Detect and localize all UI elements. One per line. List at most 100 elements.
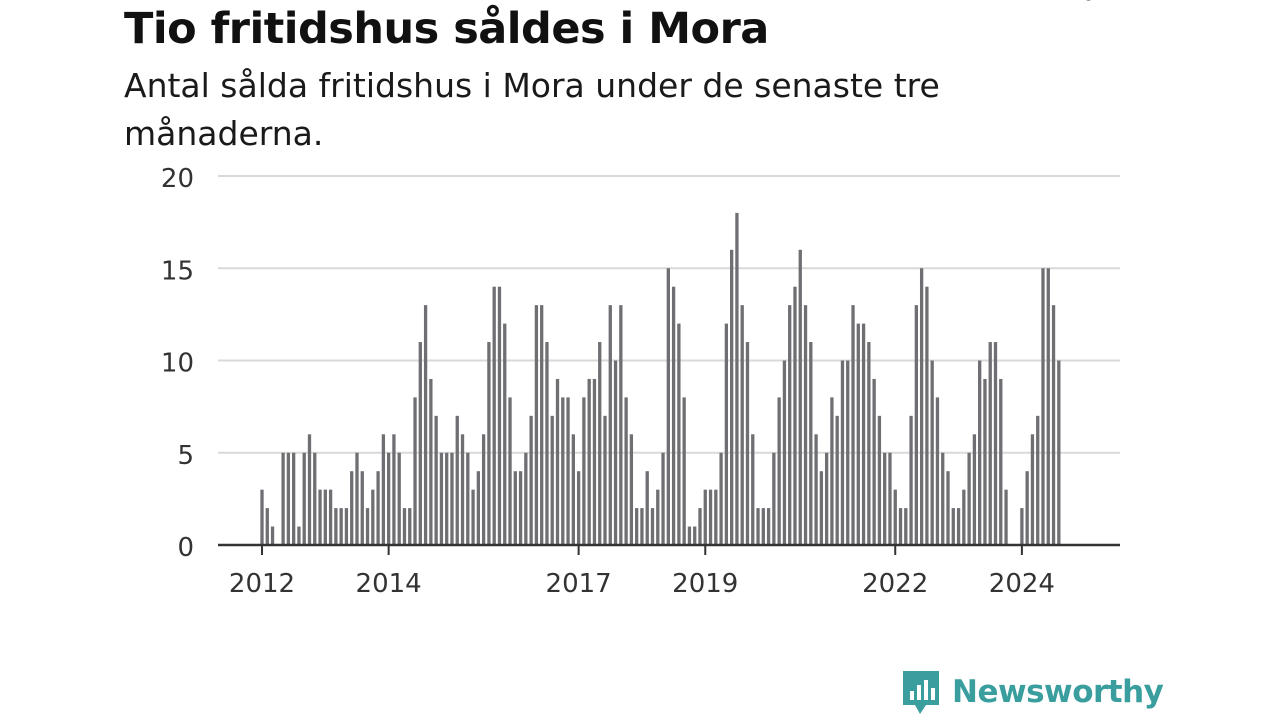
bar xyxy=(635,508,639,545)
bar xyxy=(993,342,998,545)
bar xyxy=(1004,489,1008,545)
bar xyxy=(439,452,444,545)
bar xyxy=(534,305,539,545)
bar xyxy=(925,286,929,545)
x-tick-label: 2019 xyxy=(672,569,738,599)
bar xyxy=(935,397,940,545)
bar xyxy=(307,434,312,545)
bar xyxy=(1051,305,1056,545)
bar xyxy=(313,452,317,545)
bar xyxy=(529,415,533,545)
bar xyxy=(471,489,475,545)
bar xyxy=(497,286,502,545)
newsworthy-logo[interactable]: Newsworthy xyxy=(900,668,1164,716)
bar xyxy=(613,360,618,545)
x-tick-label: 2012 xyxy=(229,569,295,599)
bar xyxy=(260,489,264,545)
bar xyxy=(698,508,702,545)
bar xyxy=(904,508,908,545)
bar xyxy=(339,508,343,545)
bar xyxy=(328,489,333,545)
bar xyxy=(893,489,897,545)
bar xyxy=(788,305,792,545)
bar xyxy=(270,526,275,545)
bar xyxy=(861,323,866,545)
bar xyxy=(772,452,776,545)
bar xyxy=(941,452,945,545)
bar xyxy=(434,415,438,545)
bar xyxy=(714,489,718,545)
bar xyxy=(608,305,612,545)
chart-speech-bubble-icon xyxy=(903,671,939,714)
y-tick-label: 10 xyxy=(161,349,194,379)
y-tick-label: 20 xyxy=(161,164,194,194)
bar xyxy=(555,378,560,545)
bar xyxy=(988,342,992,545)
bar xyxy=(1030,434,1035,545)
bar xyxy=(423,305,428,545)
bar xyxy=(745,342,750,545)
bar xyxy=(962,489,966,545)
bar xyxy=(846,360,850,545)
bar xyxy=(682,397,686,545)
bar xyxy=(798,249,802,546)
bar xyxy=(297,526,301,545)
bar xyxy=(888,452,892,545)
bar xyxy=(740,305,744,545)
bar xyxy=(334,508,338,545)
bar xyxy=(571,434,575,545)
bar xyxy=(281,452,285,545)
bar xyxy=(381,434,386,545)
bar xyxy=(540,305,544,545)
bar xyxy=(603,415,607,545)
bar xyxy=(693,526,697,545)
bar xyxy=(476,471,481,545)
y-tick-label: 15 xyxy=(161,256,194,286)
bar xyxy=(978,360,982,545)
bar xyxy=(1025,471,1029,545)
bar xyxy=(561,397,565,545)
bar xyxy=(967,452,971,545)
bar xyxy=(508,397,512,545)
bar xyxy=(671,286,676,545)
bar xyxy=(629,434,634,545)
bar xyxy=(1046,268,1050,545)
bar xyxy=(513,471,517,545)
bar xyxy=(730,249,734,546)
bar xyxy=(840,360,845,545)
bar xyxy=(344,508,349,545)
bar xyxy=(582,397,586,545)
chart-title: Tio fritidshus såldes i Mora xyxy=(124,4,769,54)
bar xyxy=(587,378,591,545)
bar xyxy=(392,434,396,545)
bar xyxy=(851,305,855,545)
bar xyxy=(914,305,918,545)
bar xyxy=(972,434,977,545)
bar xyxy=(598,342,602,545)
bar xyxy=(355,452,359,545)
bar xyxy=(719,452,723,545)
bar xyxy=(930,360,934,545)
bar xyxy=(323,489,327,545)
bar xyxy=(756,508,760,545)
bar xyxy=(460,434,465,545)
bar xyxy=(708,489,713,545)
bar xyxy=(455,415,459,545)
bar xyxy=(919,268,924,545)
bar xyxy=(524,452,528,545)
bar xyxy=(640,508,644,545)
bar xyxy=(418,342,422,545)
bar xyxy=(1041,268,1045,545)
bar xyxy=(656,489,660,545)
bar xyxy=(386,452,391,545)
bar xyxy=(466,452,470,545)
bar xyxy=(371,489,375,545)
bar xyxy=(819,471,824,545)
bar xyxy=(592,378,597,545)
bar xyxy=(724,323,729,545)
bar xyxy=(999,378,1003,545)
bar xyxy=(350,471,354,545)
bar xyxy=(408,508,412,545)
bar xyxy=(492,286,496,545)
